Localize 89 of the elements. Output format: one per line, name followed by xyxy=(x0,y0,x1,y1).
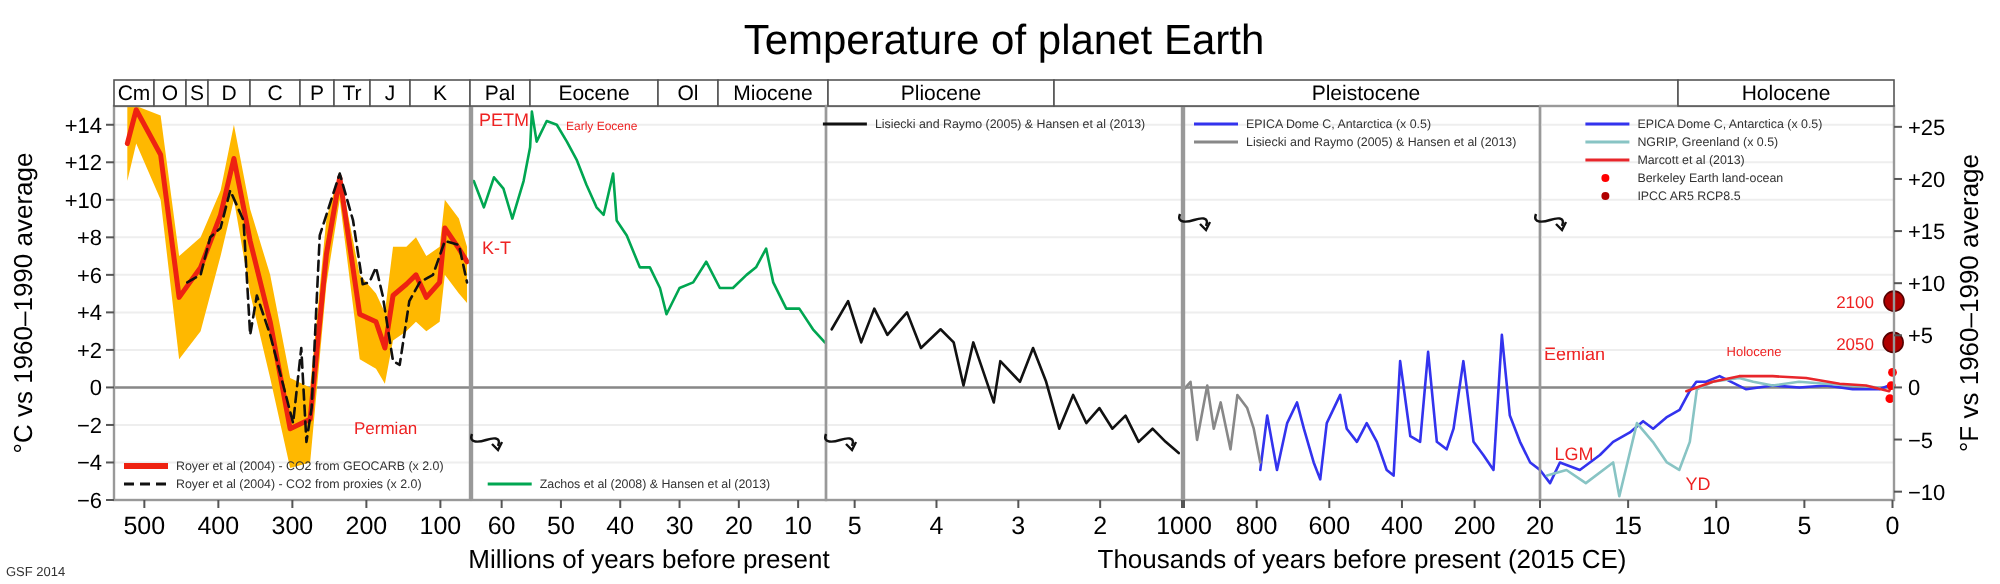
x-tick-label: 100 xyxy=(419,512,462,540)
x-tick-label: 500 xyxy=(123,512,166,540)
y-tick-label: +2 xyxy=(76,339,102,364)
annotation: Holocene xyxy=(1741,82,1831,106)
y-tick-label: 0 xyxy=(89,377,102,402)
x-tick-label: 3 xyxy=(1011,512,1026,540)
text: +25 xyxy=(1908,116,1946,141)
text: 0 xyxy=(1908,377,1921,402)
x-tick-label: 20 xyxy=(724,512,753,540)
annotation: LGM xyxy=(1554,444,1594,464)
annotation: 2100 xyxy=(1836,292,1875,312)
y-tick-label: +10 xyxy=(64,189,102,214)
x-tick-label: 10 xyxy=(784,512,813,540)
annotation: Permian xyxy=(354,418,418,438)
text: −10 xyxy=(1908,481,1946,506)
y-tick-label: −6 xyxy=(76,490,102,514)
x-tick-label: 300 xyxy=(271,512,314,540)
x-tick-label: 15 xyxy=(1614,512,1643,540)
y-axis-title: °C vs 1960–1990 average xyxy=(8,152,38,454)
text: −5 xyxy=(1908,429,1934,454)
y-tick-label: −4 xyxy=(76,452,102,477)
x-tick-label: 40 xyxy=(606,512,635,540)
period-box: Pal xyxy=(469,79,531,107)
y-tick-label: −2 xyxy=(76,414,102,439)
annotation: K-T xyxy=(482,238,512,258)
x-tick-label: 30 xyxy=(665,512,694,540)
x-tick-label: 800 xyxy=(1235,512,1278,540)
period-box: O xyxy=(153,79,187,107)
y-tick-label: +8 xyxy=(76,227,102,252)
x-tick-label: 2 xyxy=(1093,512,1108,540)
annotation: P xyxy=(309,82,325,106)
annotation: Miocene xyxy=(733,82,813,106)
y-tick-label: +14 xyxy=(64,114,102,139)
annotation: Pleistocene xyxy=(1311,82,1421,106)
x-tick-label: 200 xyxy=(345,512,388,540)
period-box: Ol xyxy=(657,79,719,107)
text: +10 xyxy=(1908,273,1946,298)
annotation: Pal xyxy=(484,82,516,106)
x-axis-title: Millions of years before present xyxy=(468,544,831,574)
x-tick-label: 4 xyxy=(929,512,944,540)
x-tick-label: 5 xyxy=(1797,512,1812,540)
annotation: 2050 xyxy=(1836,334,1875,354)
period-box: Pliocene xyxy=(827,79,1055,107)
period-box: S xyxy=(185,79,209,107)
annotation: Ol xyxy=(677,82,699,106)
point xyxy=(1883,290,1905,312)
period-box: Pleistocene xyxy=(1053,79,1679,107)
x-tick-label: 200 xyxy=(1453,512,1496,540)
period-box: Holocene xyxy=(1677,79,1895,107)
y-tick-label: +6 xyxy=(76,264,102,289)
x-tick-label: 0 xyxy=(1885,512,1900,540)
annotation: YD xyxy=(1685,474,1712,494)
period-box: P xyxy=(299,79,335,107)
x-tick-label: 400 xyxy=(197,512,240,540)
period-box: Eocene xyxy=(529,79,659,107)
x-tick-label: 20 xyxy=(1526,512,1554,540)
annotation: Pliocene xyxy=(900,82,982,106)
annotation: K xyxy=(432,82,448,106)
text: +5 xyxy=(1908,325,1934,350)
point xyxy=(1882,331,1904,354)
x-tick-label: 10 xyxy=(1702,512,1731,540)
period-box: C xyxy=(249,79,301,107)
line-series xyxy=(185,172,469,444)
period-box: K xyxy=(409,79,471,107)
period-box: J xyxy=(369,79,411,107)
x-tick-label: 60 xyxy=(487,512,516,540)
x-tick-label: 1000 xyxy=(1156,512,1212,540)
x-tick-label: 5 xyxy=(847,512,862,540)
text: +15 xyxy=(1908,221,1946,246)
text: +20 xyxy=(1908,168,1946,193)
period-box: Cm xyxy=(113,79,155,107)
annotation: PETM xyxy=(478,110,530,130)
annotation: O xyxy=(161,82,179,106)
annotation: J xyxy=(384,82,396,106)
period-box: Tr xyxy=(333,79,371,107)
x-axis-title: Thousands of years before present (2015 CE) xyxy=(1097,544,1627,574)
period-box: Miocene xyxy=(717,79,829,107)
y2-axis-title: °F vs 1960–1990 average xyxy=(1954,153,1984,453)
y-tick-label: +4 xyxy=(76,302,102,327)
period-box: D xyxy=(207,79,251,107)
x-tick-label: 400 xyxy=(1381,512,1423,540)
annotation: Tr xyxy=(342,82,363,106)
x-tick-label: 50 xyxy=(547,512,575,540)
chart-title: Temperature of planet Earth xyxy=(743,18,1265,64)
annotation: D xyxy=(221,82,238,106)
annotation: Eocene xyxy=(558,82,630,106)
x-tick-label: 600 xyxy=(1308,512,1351,540)
annotation: C xyxy=(267,82,284,106)
y-tick-label: +12 xyxy=(64,152,102,177)
